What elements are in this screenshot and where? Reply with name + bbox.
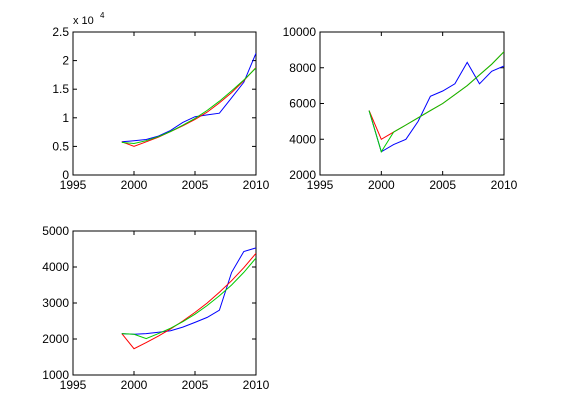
chart-2-y-tick-label: 2000 bbox=[289, 168, 316, 182]
chart-1: 1995 2000 2005 2010 0 0.5 1 1.5 2 2.5 x 10 4 bbox=[52, 11, 269, 192]
chart-1-x-tick-label: 2000 bbox=[121, 178, 148, 192]
chart-3: 1995 2000 2005 2010 1000 2000 3000 4000 5000 bbox=[42, 224, 269, 392]
chart-1-x-tick-label: 1995 bbox=[60, 178, 87, 192]
chart-1-y-tick-label: 1.5 bbox=[52, 82, 69, 96]
chart-1-y-tick-label: 0 bbox=[62, 168, 69, 182]
chart-3-axes-box bbox=[72, 230, 257, 376]
chart-2-y-tick-label: 8000 bbox=[289, 61, 316, 75]
chart-1-plot-area bbox=[121, 53, 256, 147]
chart-1-y-tick-label: 1 bbox=[62, 111, 69, 125]
chart-3-x-tick-label: 2010 bbox=[243, 378, 270, 392]
chart-1-series-line-3 bbox=[121, 67, 256, 145]
chart-2-y-tick-label: 4000 bbox=[289, 132, 316, 146]
chart-2-x-tick-label: 2010 bbox=[491, 178, 518, 192]
chart-2-series-line-3 bbox=[368, 51, 504, 154]
chart-1-y-tick-label: 2 bbox=[62, 54, 69, 68]
chart-3-series-line-1 bbox=[121, 247, 256, 335]
chart-2-y-tick-label: 6000 bbox=[289, 97, 316, 111]
chart-3-series-line-3 bbox=[121, 257, 256, 340]
chart-1-y-tick-label: 0.5 bbox=[52, 139, 69, 153]
chart-1-y-tick-label: 2.5 bbox=[52, 25, 69, 39]
chart-1-exponent-power: 4 bbox=[100, 11, 105, 20]
chart-3-series-line-2 bbox=[121, 252, 256, 350]
chart-1-x-tick-label: 2005 bbox=[182, 178, 209, 192]
chart-3-y-tick-label: 3000 bbox=[42, 296, 69, 310]
chart-2-plot-area bbox=[368, 51, 504, 154]
chart-1-x-tick-label: 2010 bbox=[243, 178, 270, 192]
chart-3-plot-area bbox=[121, 247, 256, 350]
chart-3-x-tick-label: 2005 bbox=[182, 378, 209, 392]
chart-3-y-tick-label: 1000 bbox=[42, 368, 69, 382]
chart-2-series-line-2 bbox=[368, 51, 504, 141]
chart-1-series-line-1 bbox=[121, 53, 256, 143]
chart-3-y-tick-label: 4000 bbox=[42, 260, 69, 274]
chart-3-y-tick-label: 5000 bbox=[42, 224, 69, 238]
chart-2-x-tick-label: 1995 bbox=[307, 178, 334, 192]
chart-1-exponent-label: x 10 bbox=[73, 15, 94, 27]
chart-2-x-tick-label: 2005 bbox=[429, 178, 456, 192]
chart-3-x-tick-label: 2000 bbox=[121, 378, 148, 392]
chart-3-x-tick-label: 1995 bbox=[60, 378, 87, 392]
chart-1-series-line-2 bbox=[121, 67, 256, 147]
chart-3-y-tick-label: 2000 bbox=[42, 332, 69, 346]
chart-2-y-tick-label: 10000 bbox=[283, 25, 317, 39]
chart-1-axes-box bbox=[72, 31, 257, 176]
chart-2-axes-box bbox=[319, 31, 505, 176]
chart-2-x-tick-label: 2000 bbox=[368, 178, 395, 192]
chart-2-series-line-1 bbox=[368, 61, 504, 153]
